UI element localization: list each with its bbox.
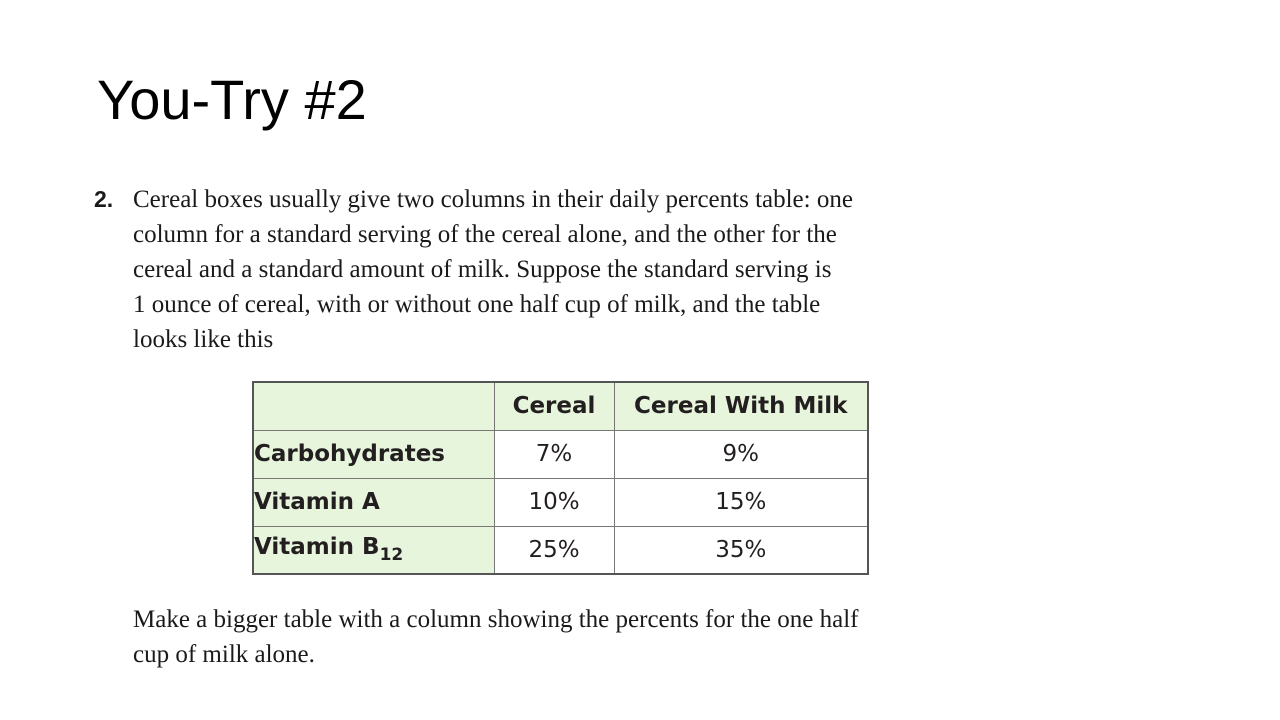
row-label-text: Carbohydrates [254,441,445,467]
problem-text: Cereal boxes usually give two columns in… [133,182,1014,357]
followup-instruction: Make a bigger table with a column showin… [133,602,1033,672]
table-header-empty [252,381,495,431]
problem-line: column for a standard serving of the cer… [133,221,837,248]
followup-line: cup of milk alone. [133,641,315,668]
problem-line: Cereal boxes usually give two columns in… [133,186,853,213]
row-label-vitamin-b12: Vitamin B12 [252,525,495,575]
row-label-carbohydrates: Carbohydrates [252,429,495,479]
problem-statement: 2. Cereal boxes usually give two columns… [94,182,1014,357]
table-row: Vitamin A 10% 15% [252,477,869,527]
row-label-vitamin-a: Vitamin A [252,477,495,527]
table-header-cereal-with-milk: Cereal With Milk [613,381,869,431]
slide-title: You-Try #2 [97,68,367,131]
nutrition-table: Cereal Cereal With Milk Carbohydrates 7%… [252,381,869,575]
table-row: Vitamin B12 25% 35% [252,525,869,575]
cell-cereal-with-milk: 15% [613,477,869,527]
cell-cereal-with-milk: 9% [613,429,869,479]
table-header-row: Cereal Cereal With Milk [252,381,869,431]
problem-number: 2. [94,186,114,212]
row-label-text: Vitamin A [254,489,380,515]
row-label-subscript: 12 [379,545,404,566]
followup-line: Make a bigger table with a column showin… [133,606,859,633]
table-header-cereal: Cereal [493,381,615,431]
cell-cereal-with-milk: 35% [613,525,869,575]
problem-line: cereal and a standard amount of milk. Su… [133,256,832,283]
row-label-text: Vitamin B [254,534,380,561]
table-row: Carbohydrates 7% 9% [252,429,869,479]
nutrition-table-container: Cereal Cereal With Milk Carbohydrates 7%… [252,381,869,575]
cell-cereal: 7% [493,429,615,479]
problem-line: looks like this [133,326,274,353]
cell-cereal: 25% [493,525,615,575]
problem-line: 1 ounce of cereal, with or without one h… [133,291,821,318]
cell-cereal: 10% [493,477,615,527]
